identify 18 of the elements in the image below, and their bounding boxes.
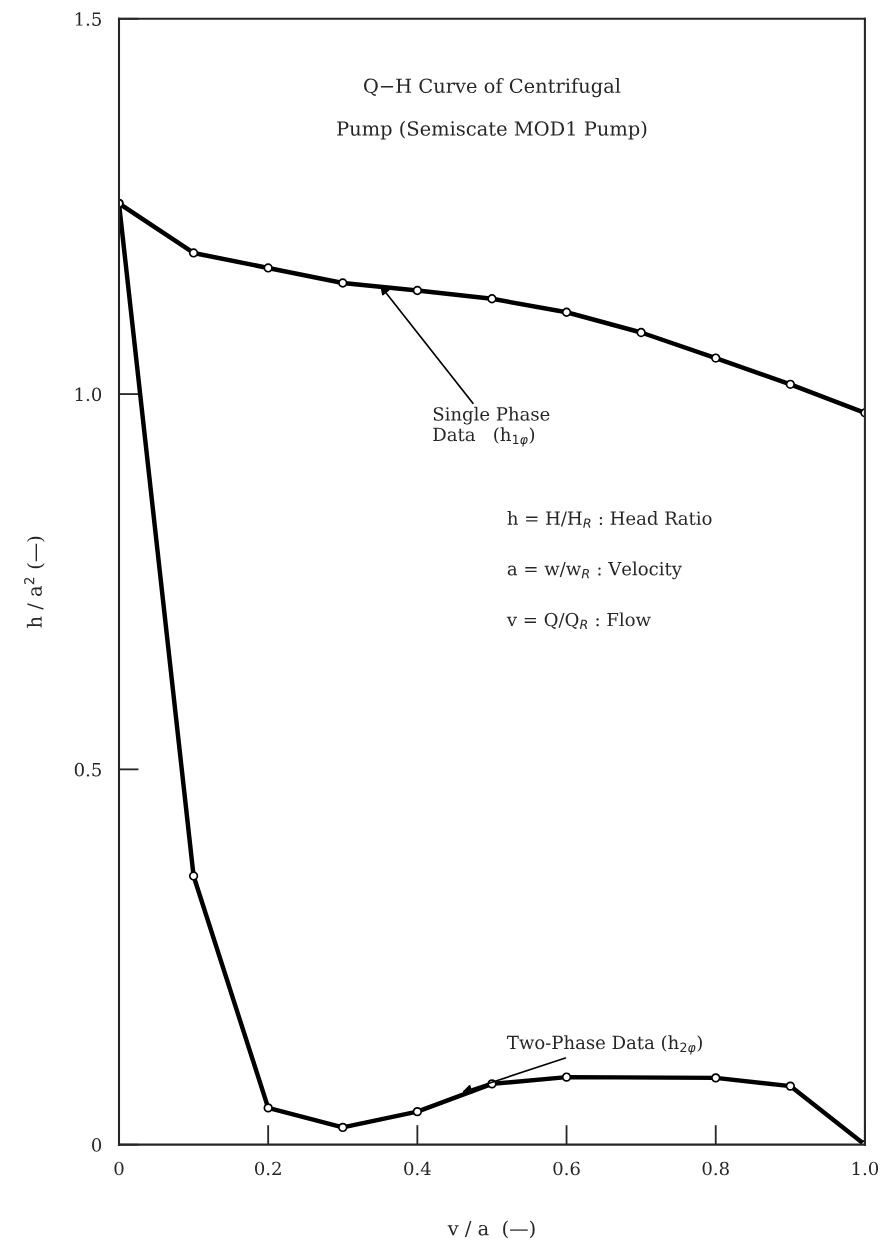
- annotation: Single Phase Data (h$_{1φ}$): [433, 406, 550, 447]
- x-tick-label: 0.2: [255, 1161, 281, 1176]
- x-tick-label: 1.0: [852, 1161, 879, 1176]
- y-tick-label: 0.5: [74, 762, 101, 777]
- annotation: h = H/H$_{R}$ : Head Ratio: [507, 511, 712, 528]
- x-tick-label: 0: [114, 1161, 124, 1176]
- x-axis-title: v / a (—): [447, 1220, 535, 1239]
- x-tick-label: 0.6: [553, 1161, 580, 1176]
- annotation: Two-Phase Data (h$_{2φ}$): [507, 1035, 702, 1055]
- y-axis-title: h / a$^{2}$ (—): [24, 536, 45, 628]
- y-tick-label: 0: [92, 1138, 102, 1152]
- x-tick-label: 0.8: [702, 1161, 729, 1176]
- annotation: v = Q/Q$_{R}$ : Flow: [506, 612, 651, 630]
- annotation: a = w/w$_{R}$ : Velocity: [507, 561, 682, 580]
- chart-title: Q−H Curve of Centrifugal Pump (Semiscate MOD1 Pump): [337, 78, 647, 140]
- x-tick-label: 0.4: [404, 1161, 431, 1176]
- y-tick-label: 1.0: [75, 387, 102, 402]
- y-tick-label: 1.5: [75, 12, 101, 26]
